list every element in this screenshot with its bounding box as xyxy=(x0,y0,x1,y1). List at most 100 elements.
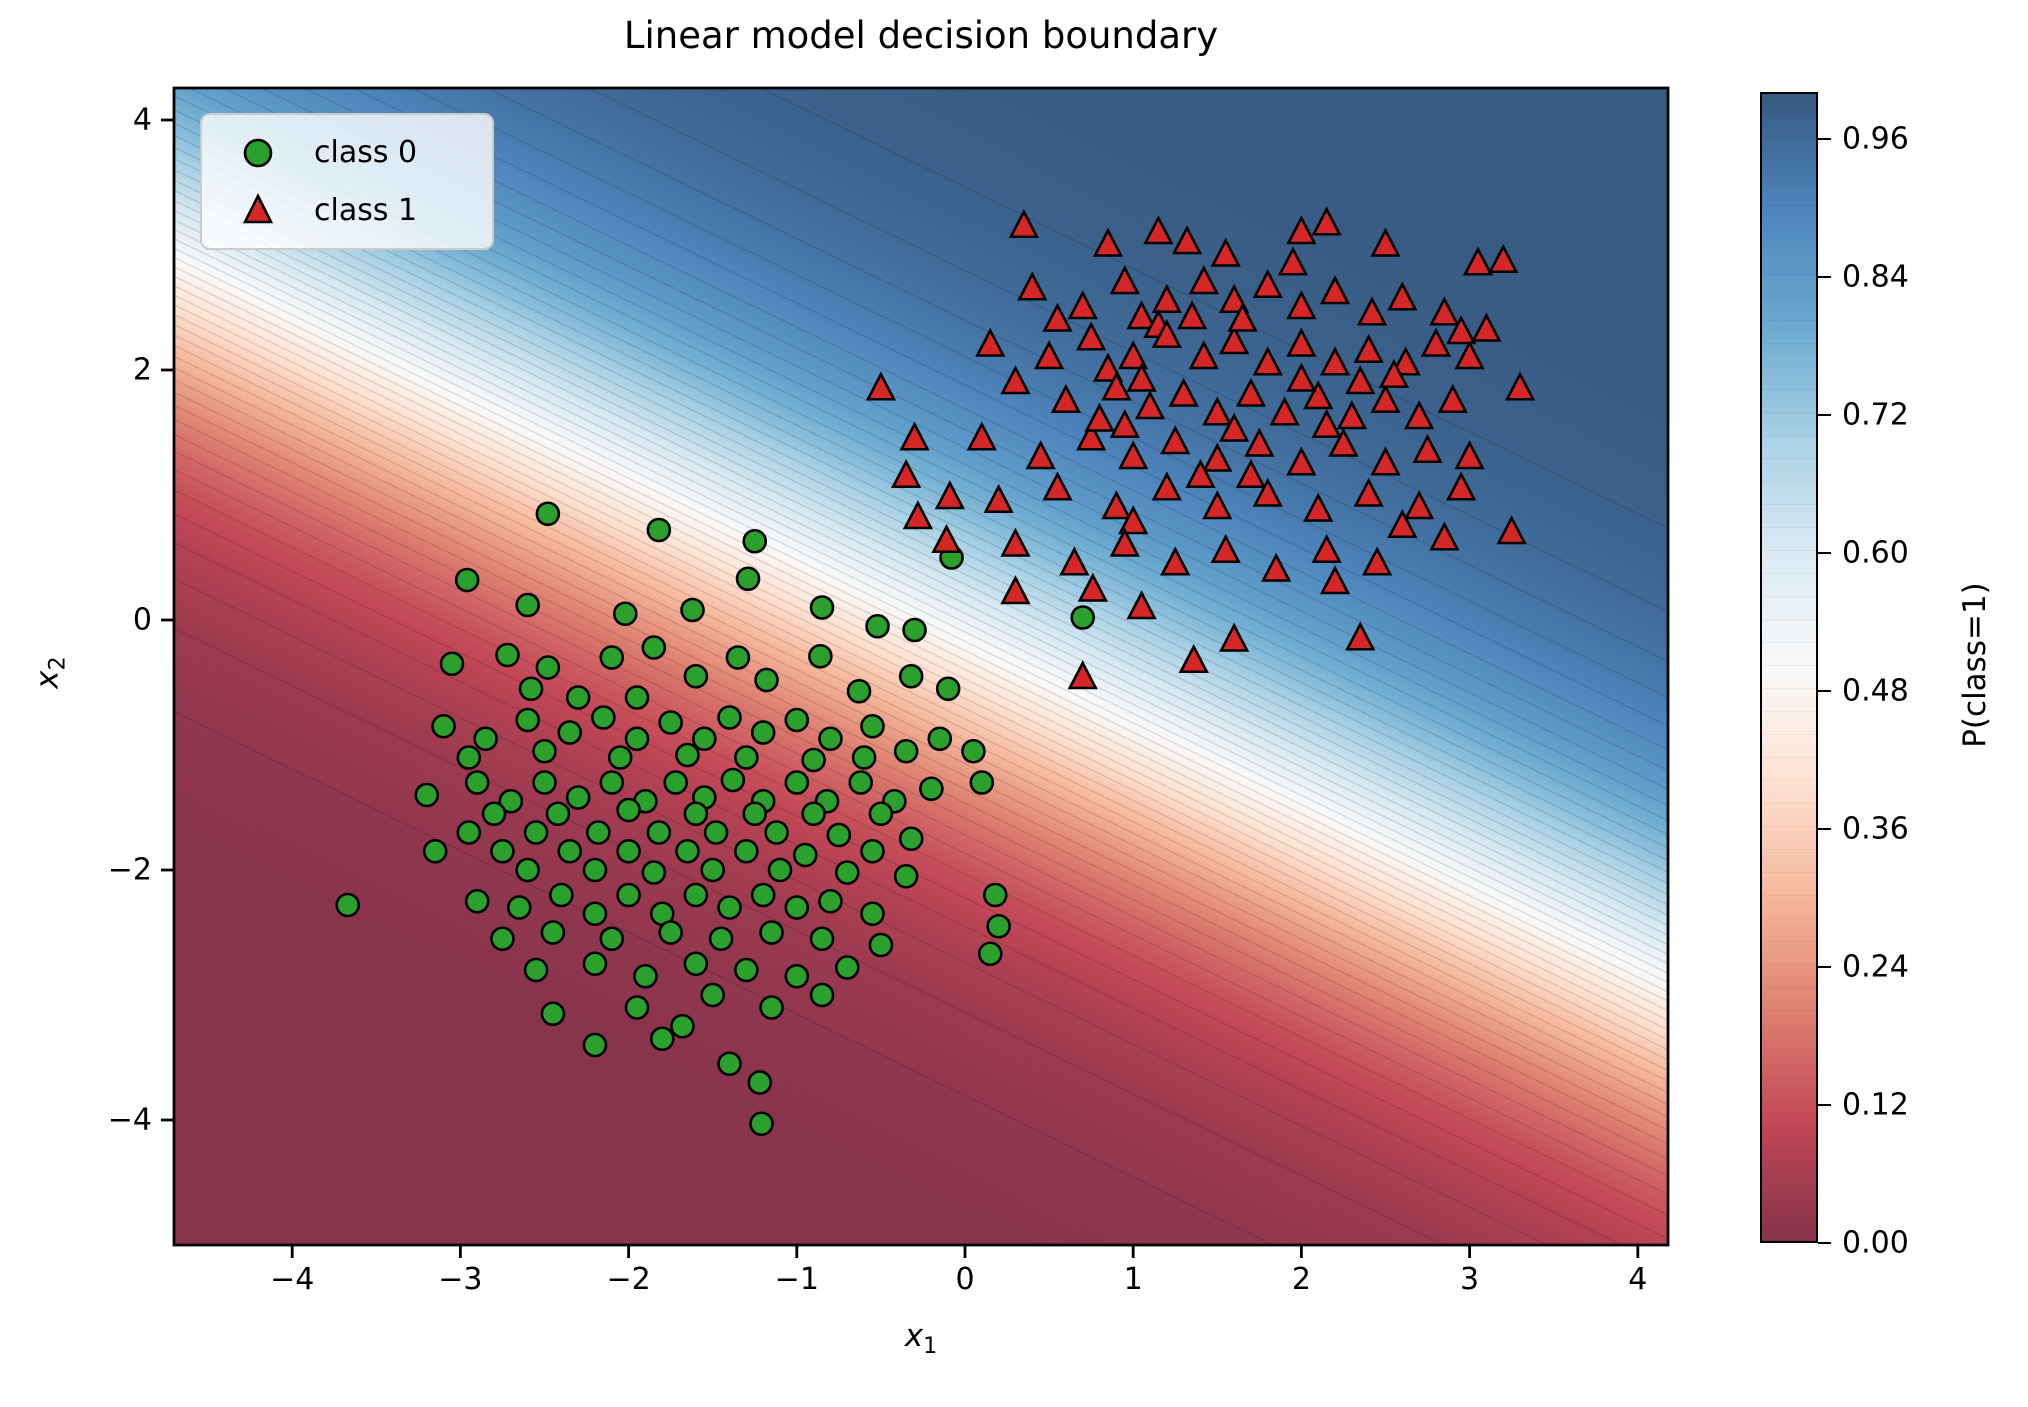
scatter-point-class0 xyxy=(649,1026,675,1052)
scatter-point-class1 xyxy=(1319,346,1351,376)
scatter-point-class1 xyxy=(1454,340,1485,370)
scatter-point-class1 xyxy=(1050,383,1082,414)
scatter-point-class1 xyxy=(1000,365,1031,395)
scatter-point-class1 xyxy=(931,523,962,554)
scatter-point-class1 xyxy=(1303,380,1334,410)
scatter-point-class1 xyxy=(865,371,897,401)
colorbar-label: P(class=1) xyxy=(1957,582,1993,748)
scatter-point-class0 xyxy=(582,901,608,927)
scatter-point-class0 xyxy=(742,528,768,554)
colorbar-tick-mark xyxy=(1818,827,1831,831)
scatter-point-class1 xyxy=(1286,215,1317,245)
contour-line xyxy=(174,334,1668,1061)
contour-line xyxy=(174,209,1668,936)
colorbar-tick-mark xyxy=(1818,1103,1831,1107)
scatter-point-class0 xyxy=(725,645,751,670)
scatter-point-class1 xyxy=(1370,383,1401,414)
y-tick-label: 2 xyxy=(132,352,152,388)
scatter-point-class1 xyxy=(1168,377,1199,407)
contour-line xyxy=(174,95,1668,822)
scatter-point-class1 xyxy=(1151,471,1182,501)
scatter-point-class0 xyxy=(717,895,742,920)
scatter-point-class1 xyxy=(1042,302,1073,332)
colorbar-tick-label: 0.24 xyxy=(1842,949,1909,985)
scatter-point-class1 xyxy=(1286,362,1317,392)
scatter-point-class0 xyxy=(860,838,885,864)
scatter-point-class0 xyxy=(532,738,557,764)
scatter-point-class1 xyxy=(1387,508,1418,539)
scatter-point-class0 xyxy=(456,820,482,845)
scatter-point-class0 xyxy=(515,707,540,733)
scatter-point-class0 xyxy=(535,501,561,527)
x-tick-label: 1 xyxy=(1123,1262,1143,1297)
scatter-point-class0 xyxy=(734,838,759,864)
scatter-point-class1 xyxy=(1188,340,1219,370)
colorbar-tick-mark xyxy=(1818,551,1831,555)
scatter-point-class1 xyxy=(1101,371,1132,401)
colorbar-tick-label: 0.12 xyxy=(1842,1087,1909,1123)
colorbar-tick-mark xyxy=(1818,275,1831,279)
scatter-point-class0 xyxy=(868,932,894,958)
scatter-point-class1 xyxy=(1151,283,1182,314)
scatter-point-class1 xyxy=(1059,546,1090,576)
scatter-point-class0 xyxy=(720,767,746,793)
scatter-point-class1 xyxy=(1370,227,1401,257)
scatter-point-class1 xyxy=(1437,383,1468,414)
contour-line xyxy=(174,450,1668,1177)
scatter-point-class1 xyxy=(1504,371,1536,401)
colorbar-tick-label: 0.48 xyxy=(1842,673,1909,709)
scatter-point-class1 xyxy=(1429,521,1460,551)
scatter-point-class0 xyxy=(846,678,872,704)
scatter-point-class1 xyxy=(1390,346,1421,376)
scatter-point-class0 xyxy=(734,957,759,983)
contour-line xyxy=(410,88,1668,699)
scatter-point-class0 xyxy=(683,663,709,689)
scatter-point-class1 xyxy=(1471,312,1502,342)
scatter-point-class1 xyxy=(1118,505,1149,535)
scatter-point-class0 xyxy=(893,863,919,889)
scatter-point-class1 xyxy=(1412,433,1443,464)
scatter-point-class0 xyxy=(646,820,672,845)
scatter-point-class0 xyxy=(818,726,843,752)
legend-triangle-marker xyxy=(242,193,274,224)
scatter-point-class1 xyxy=(1109,527,1140,557)
contour-line xyxy=(174,577,1549,1245)
contour-line xyxy=(174,134,1668,862)
scatter-point-class0 xyxy=(717,705,742,730)
scatter-point-class1 xyxy=(1218,325,1250,355)
scatter-point-class1 xyxy=(1429,296,1460,326)
y-tick-label: −4 xyxy=(107,1102,152,1138)
colorbar-tick-label: 0.36 xyxy=(1842,811,1909,847)
scatter-point-class1 xyxy=(1286,446,1317,476)
scatter-point-class1 xyxy=(1353,333,1384,364)
scatter-point-class0 xyxy=(456,745,482,770)
legend-item-class0: class 0 xyxy=(202,133,492,173)
scatter-point-class1 xyxy=(1126,362,1157,392)
y-axis-label: x2 xyxy=(29,613,70,733)
contour-line xyxy=(174,355,1668,1083)
y-tick-label: 4 xyxy=(132,102,152,138)
scatter-point-class1 xyxy=(1017,271,1048,301)
scatter-point-class0 xyxy=(490,838,515,864)
scatter-point-class0 xyxy=(599,926,625,952)
scatter-point-class0 xyxy=(616,882,641,908)
scatter-point-class0 xyxy=(784,707,810,733)
legend-label-class0: class 0 xyxy=(314,135,418,171)
legend-item-class1: class 1 xyxy=(202,190,492,230)
legend-label-class1: class 1 xyxy=(314,192,418,228)
scatter-point-class1 xyxy=(1160,546,1191,576)
scatter-point-class0 xyxy=(599,645,625,670)
scatter-point-class0 xyxy=(749,1111,774,1137)
scatter-point-class0 xyxy=(759,920,784,945)
scatter-point-class1 xyxy=(1403,490,1435,520)
scatter-point-class0 xyxy=(919,776,944,802)
scatter-point-class0 xyxy=(898,826,924,852)
scatter-point-class1 xyxy=(1403,400,1435,430)
scatter-point-class0 xyxy=(902,617,927,643)
scatter-point-class0 xyxy=(767,857,793,883)
scatter-point-class0 xyxy=(868,801,894,827)
legend-circle-marker xyxy=(243,138,273,167)
x-tick-label: 3 xyxy=(1460,1262,1480,1297)
